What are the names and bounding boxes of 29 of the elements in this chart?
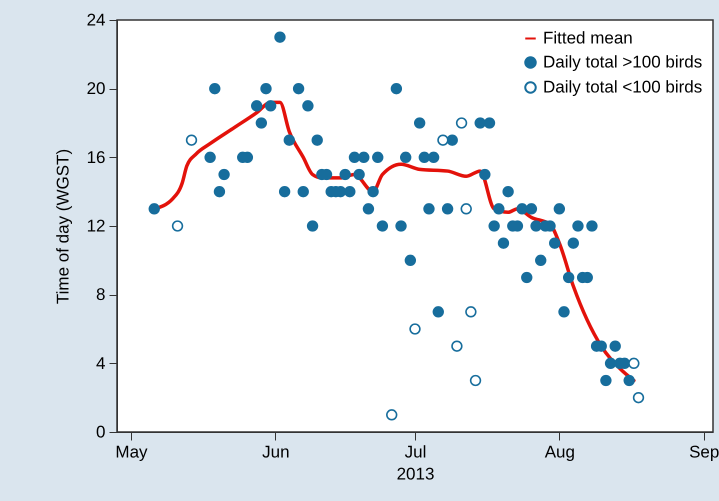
- x-tick-label: May: [115, 442, 148, 462]
- point: [628, 358, 640, 369]
- point: [186, 134, 198, 146]
- point: [470, 374, 482, 386]
- x-tick-label: Jun: [262, 442, 290, 462]
- legend-label: Daily total >100 birds: [543, 52, 702, 72]
- point: [460, 203, 472, 214]
- point: [172, 220, 184, 232]
- point: [451, 340, 463, 352]
- y-tick-label: 0: [96, 422, 106, 442]
- point: [456, 117, 468, 129]
- x-tick-label: Jul: [404, 442, 426, 462]
- legend-label: Daily total <100 birds: [543, 78, 702, 96]
- y-tick-label: 4: [96, 354, 106, 373]
- point: [437, 134, 449, 146]
- y-tick-label: 8: [96, 285, 106, 304]
- y-tick-label: 24: [86, 10, 106, 30]
- y-tick-label: 20: [86, 79, 106, 98]
- legend-label: Fitted mean: [543, 28, 633, 48]
- x-tick-label: Aug: [544, 442, 575, 462]
- point: [632, 392, 644, 404]
- y-tick-label: 16: [86, 148, 106, 167]
- x-tick-label: Sep: [689, 442, 719, 462]
- point: [465, 306, 477, 318]
- point: [409, 323, 421, 335]
- y-axis-title: Time of day (WGST): [54, 148, 73, 304]
- x-axis-title: 2013: [396, 464, 434, 484]
- y-tick-label: 12: [86, 216, 106, 236]
- point: [386, 409, 398, 420]
